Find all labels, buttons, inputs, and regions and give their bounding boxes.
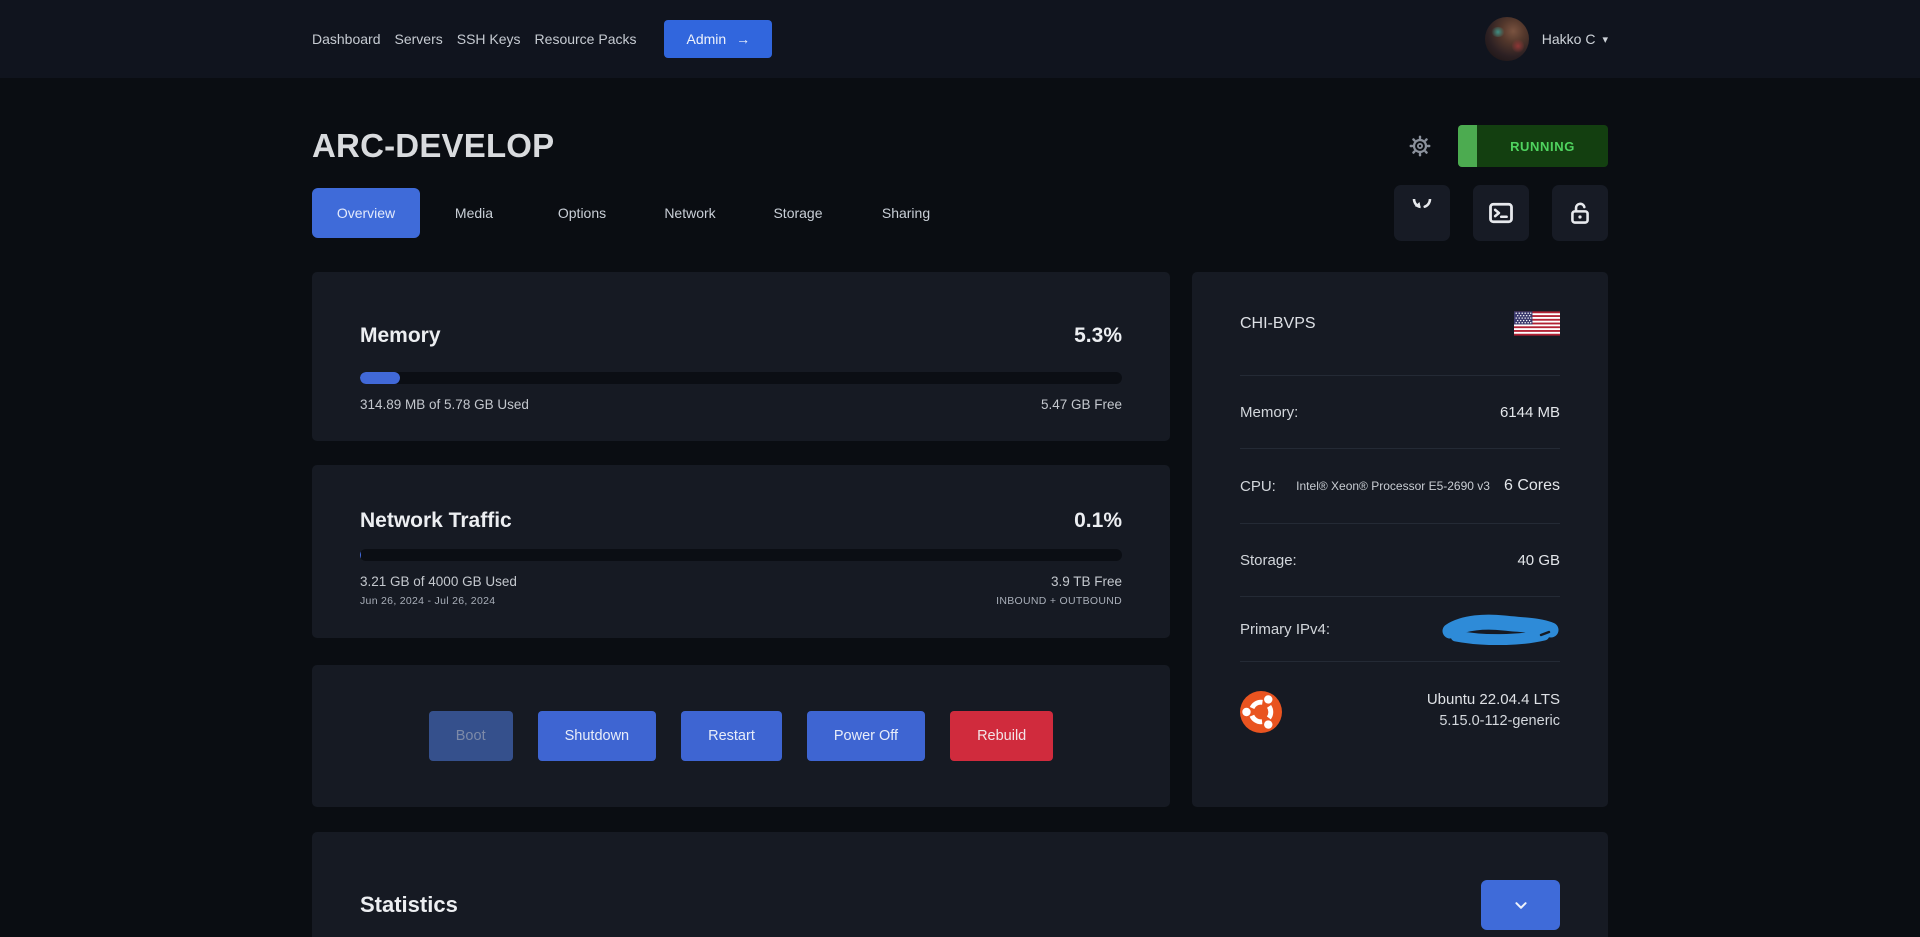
statistics-card: Statistics xyxy=(312,832,1608,937)
chevron-down-icon xyxy=(1514,902,1527,909)
gear-icon xyxy=(1409,135,1431,157)
network-used-label: 3.21 GB of 4000 GB Used xyxy=(360,574,517,589)
usage-column: Memory 5.3% 314.89 MB of 5.78 GB Used 5.… xyxy=(312,272,1170,807)
server-info-card: CHI-BVPS xyxy=(1192,272,1608,807)
statistics-collapse-button[interactable] xyxy=(1481,880,1560,930)
tab-sharing[interactable]: Sharing xyxy=(881,205,931,221)
cpu-model-label: Intel® Xeon® Processor E5-2690 v3 xyxy=(1296,479,1490,493)
nav-item-resource-packs[interactable]: Resource Packs xyxy=(534,31,637,47)
network-free-label: 3.9 TB Free xyxy=(1050,574,1122,589)
memory-row-value: 6144 MB xyxy=(1499,403,1560,421)
tab-storage[interactable]: Storage xyxy=(773,205,823,221)
network-period-label: Jun 26, 2024 - Jul 26, 2024 xyxy=(360,595,496,607)
storage-row-label: Storage: xyxy=(1240,551,1297,569)
power-actions-card: Boot Shutdown Restart Power Off Rebuild xyxy=(312,665,1170,807)
console-icon xyxy=(1489,202,1513,224)
restart-button[interactable] xyxy=(1394,185,1450,241)
user-menu[interactable]: Hakko C ▾ xyxy=(1484,17,1608,61)
page-content: ARC-DEVELOP xyxy=(312,116,1608,937)
network-traffic-card: Network Traffic 0.1% 3.21 GB of 4000 GB … xyxy=(312,465,1170,638)
status-badge-label: RUNNING xyxy=(1510,138,1575,154)
admin-button[interactable]: Admin → xyxy=(664,20,773,58)
lock-button[interactable] xyxy=(1552,185,1608,241)
memory-progress-track xyxy=(360,372,1122,384)
avatar[interactable] xyxy=(1484,17,1529,61)
tab-options[interactable]: Options xyxy=(557,205,607,221)
os-name-label: Ubuntu 22.04.4 LTS xyxy=(1426,691,1560,708)
nav-item-servers[interactable]: Servers xyxy=(394,31,443,47)
shutdown-button[interactable]: Shutdown xyxy=(537,711,657,761)
statistics-title: Statistics xyxy=(360,892,458,917)
page-title: ARC-DEVELOP xyxy=(312,127,555,164)
storage-row-value: 40 GB xyxy=(1517,551,1560,569)
admin-button-label: Admin xyxy=(686,31,727,47)
restart-server-button[interactable]: Restart xyxy=(681,711,782,761)
tab-overview[interactable]: Overview xyxy=(312,188,420,238)
status-badge: RUNNING xyxy=(1458,125,1608,167)
top-navigation-bar: Dashboard Servers SSH Keys Resource Pack… xyxy=(0,0,1920,78)
unlock-icon xyxy=(1571,202,1589,224)
network-card-title: Network Traffic xyxy=(360,509,512,532)
host-location-label: CHI-BVPS xyxy=(1240,314,1316,332)
rebuild-button[interactable]: Rebuild xyxy=(950,711,1054,761)
status-badge-accent xyxy=(1458,125,1477,167)
power-off-button[interactable]: Power Off xyxy=(806,711,926,761)
user-name: Hakko C xyxy=(1541,31,1596,47)
tabs-row: Overview Media Options Network Storage S… xyxy=(312,185,1608,241)
arrow-right-icon: → xyxy=(736,31,751,47)
network-scope-label: INBOUND + OUTBOUND xyxy=(996,595,1122,607)
network-progress-track xyxy=(360,549,1122,561)
nav-item-dashboard[interactable]: Dashboard xyxy=(312,31,381,47)
main-nav: Dashboard Servers SSH Keys Resource Pack… xyxy=(312,20,773,58)
memory-card: Memory 5.3% 314.89 MB of 5.78 GB Used 5.… xyxy=(312,272,1170,441)
memory-progress-fill xyxy=(360,372,401,384)
boot-button[interactable]: Boot xyxy=(428,711,513,761)
memory-free-label: 5.47 GB Free xyxy=(1040,397,1122,412)
ipv4-row-label: Primary IPv4: xyxy=(1240,620,1331,638)
network-progress-fill xyxy=(360,549,361,561)
memory-card-title: Memory xyxy=(360,324,441,347)
ubuntu-logo-icon xyxy=(1240,691,1282,733)
restart-icon xyxy=(1412,199,1432,209)
us-flag-icon xyxy=(1514,311,1560,336)
os-kernel-label: 5.15.0-112-generic xyxy=(1439,713,1560,729)
nav-item-ssh-keys[interactable]: SSH Keys xyxy=(456,31,521,47)
page-header: ARC-DEVELOP xyxy=(312,116,1608,176)
memory-used-label: 314.89 MB of 5.78 GB Used xyxy=(360,397,529,412)
tab-network[interactable]: Network xyxy=(664,205,716,221)
cpu-row-label: CPU: xyxy=(1240,477,1276,495)
chevron-down-icon: ▾ xyxy=(1602,33,1608,46)
settings-button[interactable] xyxy=(1408,134,1432,158)
memory-percent: 5.3% xyxy=(1074,324,1122,347)
redacted-ip-scribble xyxy=(1442,614,1559,645)
console-button[interactable] xyxy=(1473,185,1529,241)
tab-media[interactable]: Media xyxy=(454,205,494,221)
memory-row-label: Memory: xyxy=(1240,403,1299,421)
tab-bar: Overview Media Options Network Storage S… xyxy=(312,188,960,238)
cpu-cores-value: 6 Cores xyxy=(1503,477,1560,494)
server-tool-buttons xyxy=(1394,185,1608,241)
network-percent: 0.1% xyxy=(1074,509,1122,532)
